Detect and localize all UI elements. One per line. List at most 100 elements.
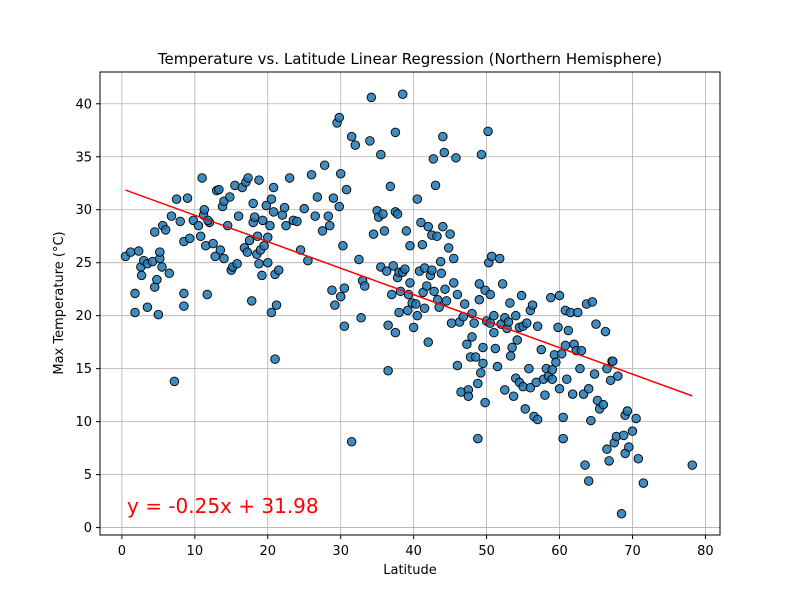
data-point bbox=[416, 217, 426, 228]
data-point bbox=[335, 168, 346, 179]
data-point bbox=[400, 264, 410, 274]
data-point bbox=[405, 278, 415, 288]
data-point bbox=[268, 182, 279, 193]
data-point bbox=[422, 281, 432, 291]
data-point bbox=[547, 364, 557, 375]
data-point bbox=[390, 127, 401, 138]
data-point bbox=[583, 476, 594, 486]
data-point bbox=[438, 131, 448, 142]
data-point bbox=[317, 226, 328, 236]
data-point bbox=[459, 299, 470, 309]
data-point bbox=[254, 175, 264, 185]
data-point bbox=[512, 335, 522, 345]
data-point bbox=[197, 173, 207, 183]
data-point bbox=[430, 180, 441, 191]
y-tick-label: 25 bbox=[75, 256, 92, 271]
data-point bbox=[354, 254, 364, 265]
data-point bbox=[195, 231, 206, 241]
data-point bbox=[553, 322, 563, 333]
data-point bbox=[366, 92, 377, 103]
data-point bbox=[497, 279, 508, 289]
data-point bbox=[631, 413, 641, 424]
data-point bbox=[270, 354, 280, 364]
data-point bbox=[403, 305, 413, 316]
x-tick-label: 60 bbox=[551, 544, 568, 559]
data-point bbox=[254, 259, 264, 269]
data-point bbox=[483, 126, 493, 137]
data-point bbox=[540, 390, 550, 400]
data-point bbox=[325, 220, 335, 231]
data-point bbox=[149, 227, 160, 237]
data-point bbox=[257, 270, 267, 281]
data-point bbox=[273, 265, 284, 275]
data-point bbox=[524, 363, 534, 374]
data-point bbox=[405, 241, 415, 251]
data-point bbox=[219, 253, 229, 264]
data-point bbox=[480, 397, 490, 408]
data-point bbox=[249, 212, 260, 222]
data-point bbox=[281, 220, 291, 231]
data-point bbox=[608, 356, 618, 366]
data-point bbox=[591, 319, 601, 329]
data-point bbox=[392, 209, 403, 219]
data-point bbox=[164, 268, 175, 279]
data-point bbox=[339, 283, 350, 293]
y-axis-ticks: 0 5 10 15 20 25 30 35 40 bbox=[75, 97, 100, 536]
data-point bbox=[423, 221, 433, 232]
data-point bbox=[242, 247, 253, 257]
x-tick-label: 0 bbox=[118, 544, 126, 559]
data-point bbox=[638, 478, 649, 488]
data-point bbox=[423, 337, 433, 347]
data-point bbox=[600, 326, 611, 337]
data-point bbox=[339, 321, 350, 332]
data-point bbox=[346, 437, 357, 447]
data-point bbox=[381, 266, 392, 276]
data-point bbox=[490, 343, 501, 354]
data-point bbox=[401, 226, 412, 236]
data-point bbox=[474, 295, 485, 305]
data-point bbox=[350, 140, 361, 150]
data-point bbox=[438, 221, 448, 232]
data-point bbox=[312, 192, 323, 202]
data-point bbox=[360, 281, 370, 291]
data-point bbox=[246, 296, 257, 306]
data-point bbox=[452, 360, 463, 371]
y-tick-label: 10 bbox=[75, 415, 92, 430]
data-point bbox=[335, 291, 346, 302]
data-point bbox=[210, 251, 220, 262]
data-point bbox=[503, 317, 514, 327]
data-point bbox=[202, 289, 212, 300]
y-tick-label: 5 bbox=[84, 468, 92, 483]
data-point bbox=[439, 147, 450, 158]
x-tick-label: 50 bbox=[478, 544, 495, 559]
data-point bbox=[575, 363, 585, 374]
data-point bbox=[328, 193, 339, 203]
data-point bbox=[486, 251, 497, 262]
data-point bbox=[587, 297, 598, 307]
data-point bbox=[244, 235, 255, 246]
data-point bbox=[567, 389, 578, 399]
data-point bbox=[266, 194, 277, 204]
data-point bbox=[279, 202, 290, 213]
data-point bbox=[383, 366, 393, 376]
data-point bbox=[179, 288, 189, 299]
data-point bbox=[243, 173, 253, 183]
data-point bbox=[142, 302, 153, 312]
data-point bbox=[546, 292, 556, 303]
data-point bbox=[390, 327, 401, 338]
data-point bbox=[179, 301, 189, 311]
data-point bbox=[306, 170, 317, 180]
data-point bbox=[225, 192, 235, 202]
data-point bbox=[463, 391, 474, 401]
data-point bbox=[184, 233, 195, 244]
data-point bbox=[485, 289, 495, 300]
x-tick-label: 10 bbox=[187, 544, 204, 559]
data-point bbox=[388, 261, 398, 271]
data-point bbox=[586, 415, 596, 426]
chart-title: Temperature vs. Latitude Linear Regressi… bbox=[157, 50, 662, 68]
data-point bbox=[155, 247, 165, 257]
data-point bbox=[511, 310, 521, 321]
data-point bbox=[449, 253, 459, 264]
data-point bbox=[532, 321, 543, 332]
